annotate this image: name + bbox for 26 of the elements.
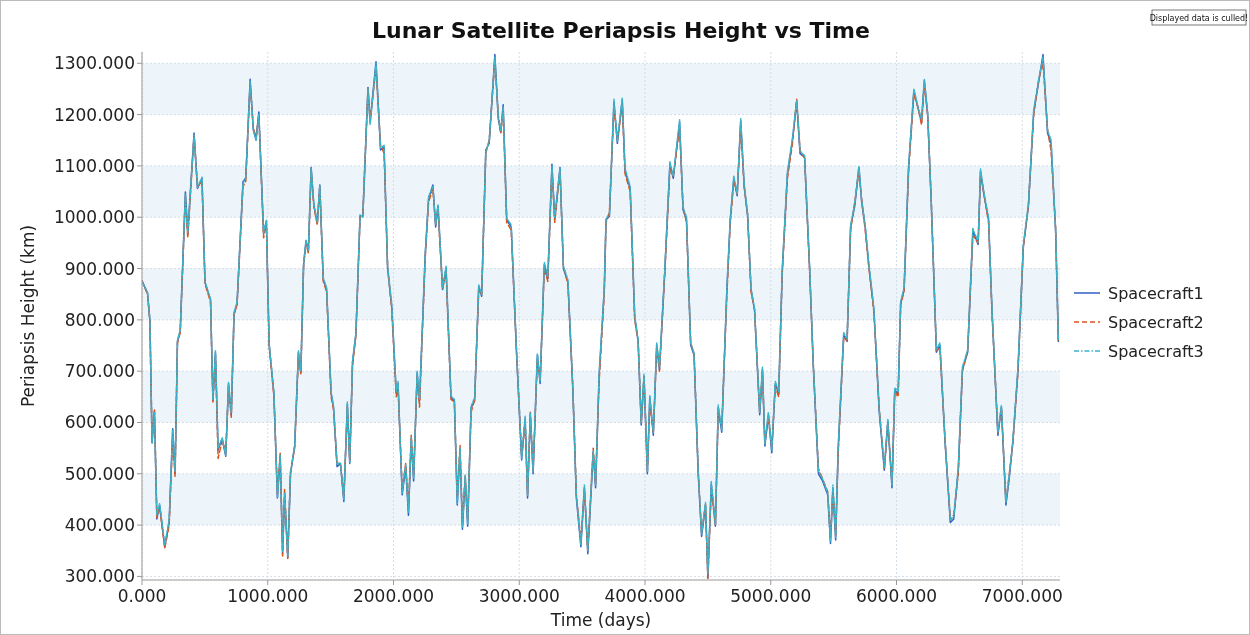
y-tick-label: 1300.000	[53, 53, 135, 74]
x-tick-label: 5000.000	[730, 586, 812, 606]
y-axis-title: Periapsis Height (km)	[18, 224, 38, 408]
x-tick-label: 7000.000	[981, 586, 1063, 606]
x-tick-label: 1000.000	[227, 586, 309, 606]
y-tick-label: 1000.000	[53, 207, 135, 228]
x-tick-label: 6000.000	[855, 586, 938, 606]
x-tick-label: 4000.000	[604, 586, 686, 606]
y-tick-label: 700.000	[64, 361, 135, 382]
x-tick-label: 3000.000	[478, 586, 560, 606]
x-tick-label: 0.000	[117, 586, 167, 606]
y-tick-label: 1100.000	[53, 155, 135, 176]
x-axis-title: Time (days)	[549, 610, 652, 630]
y-tick-label: 500.000	[64, 463, 135, 484]
y-tick-label: 400.000	[64, 515, 135, 536]
y-tick-label: 800.000	[64, 309, 135, 330]
text: Displayed data is culled!	[1149, 14, 1249, 23]
x-tick-label: 2000.000	[352, 586, 435, 606]
legend-label: Spacecraft1	[1108, 284, 1204, 303]
y-tick-label: 600.000	[64, 412, 135, 433]
y-tick-label: 900.000	[64, 258, 135, 279]
legend-label: Spacecraft3	[1108, 342, 1204, 361]
y-tick-label: 1200.000	[53, 104, 135, 125]
legend-label: Spacecraft2	[1108, 313, 1204, 332]
y-tick-label: 300.000	[64, 566, 135, 587]
chart-title: Lunar Satellite Periapsis Height vs Time	[372, 18, 870, 43]
